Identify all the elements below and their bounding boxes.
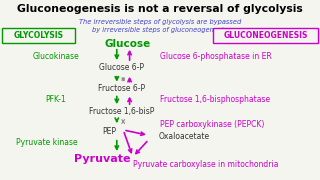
Text: Fructose 6-P: Fructose 6-P bbox=[98, 84, 145, 93]
Text: PEP carboxykinase (PEPCK): PEP carboxykinase (PEPCK) bbox=[160, 120, 264, 129]
Text: GLYCOLYSIS: GLYCOLYSIS bbox=[13, 31, 63, 40]
Text: Oxaloacetate: Oxaloacetate bbox=[158, 132, 210, 141]
Text: GLUCONEOGENESIS: GLUCONEOGENESIS bbox=[223, 31, 308, 40]
Text: Glucose 6-P: Glucose 6-P bbox=[99, 63, 144, 72]
FancyBboxPatch shape bbox=[2, 28, 75, 43]
Text: Pyruvate carboxylase in mitochondria: Pyruvate carboxylase in mitochondria bbox=[133, 160, 278, 169]
Text: PEP: PEP bbox=[102, 127, 116, 136]
Text: The irreversible steps of glycolysis are bypassed: The irreversible steps of glycolysis are… bbox=[79, 19, 241, 25]
Text: Glucose 6-phosphatase in ER: Glucose 6-phosphatase in ER bbox=[160, 52, 272, 61]
Text: by irreversible steps of gluconeogenesis.: by irreversible steps of gluconeogenesis… bbox=[92, 27, 228, 33]
Text: PFK-1: PFK-1 bbox=[46, 95, 66, 104]
Text: Pyruvate kinase: Pyruvate kinase bbox=[16, 138, 77, 147]
FancyBboxPatch shape bbox=[213, 28, 318, 43]
Text: Fructose 1,6-bisphosphatase: Fructose 1,6-bisphosphatase bbox=[160, 95, 270, 104]
Text: Fructose 1,6-bisP: Fructose 1,6-bisP bbox=[89, 107, 154, 116]
Text: Glucokinase: Glucokinase bbox=[33, 52, 79, 61]
Text: Pyruvate: Pyruvate bbox=[74, 154, 131, 164]
Text: Glucose: Glucose bbox=[105, 39, 151, 49]
Text: Gluconeogenesis is not a reversal of glycolysis: Gluconeogenesis is not a reversal of gly… bbox=[17, 4, 303, 15]
